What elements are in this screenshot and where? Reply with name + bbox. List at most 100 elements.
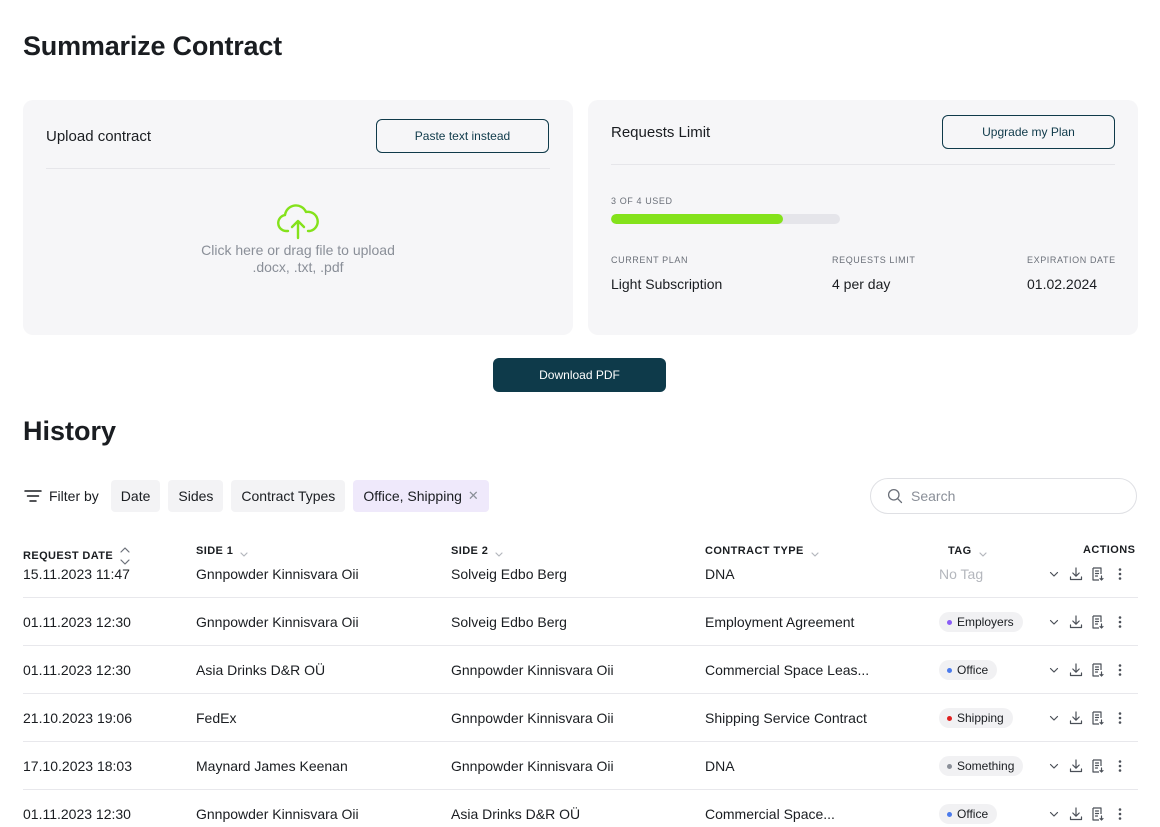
tag-badge[interactable]: Office <box>939 804 998 824</box>
cell-contract-type: Shipping Service Contract <box>705 710 867 726</box>
document-icon[interactable] <box>1090 662 1106 678</box>
download-icon[interactable] <box>1068 758 1084 774</box>
document-icon[interactable] <box>1090 806 1106 822</box>
download-icon[interactable] <box>1068 806 1084 822</box>
table-row[interactable]: 17.10.2023 18:03 Maynard James Keenan Gnnp… <box>23 742 1138 790</box>
row-actions <box>1046 710 1128 726</box>
tag-label: Office <box>957 807 989 821</box>
download-pdf-button[interactable]: Download PDF <box>493 358 666 392</box>
cell-side-1: Gnnpowder Kinnisvara Oii <box>196 806 359 822</box>
cell-side-2: Asia Drinks D&R OÜ <box>451 806 581 822</box>
filter-chip-contract-types[interactable]: Contract Types <box>231 480 346 512</box>
cell-side-2: Gnnpowder Kinnisvara Oii <box>451 662 614 678</box>
requests-limit-label: REQUESTS LIMIT <box>832 255 916 265</box>
table-row[interactable]: 01.11.2023 12:30 Asia Drinks D&R OÜ Gnnpow… <box>23 646 1138 694</box>
filter-chip-date[interactable]: Date <box>110 480 161 512</box>
more-icon[interactable] <box>1112 614 1128 630</box>
document-icon[interactable] <box>1090 758 1106 774</box>
cell-side-1: Gnnpowder Kinnisvara Oii <box>196 614 359 630</box>
active-filter-chip[interactable]: Office, Shipping ✕ <box>353 480 489 512</box>
cell-request-date: 15.11.2023 11:47 <box>23 566 130 582</box>
current-plan-label: CURRENT PLAN <box>611 255 689 265</box>
filter-bar: Filter by Date Sides Contract Types Offi… <box>23 480 489 512</box>
chevron-down-icon[interactable] <box>1046 566 1062 582</box>
tag-badge[interactable]: Employers <box>939 612 1023 632</box>
expiration-date-value: 01.02.2024 <box>1027 276 1098 292</box>
chevron-down-icon[interactable] <box>1046 614 1062 630</box>
close-icon[interactable]: ✕ <box>467 488 479 503</box>
upload-prompt: Click here or drag file to upload <box>201 242 395 258</box>
usage-progress-fill <box>611 214 783 224</box>
document-icon[interactable] <box>1090 566 1106 582</box>
filter-chip-sides[interactable]: Sides <box>168 480 224 512</box>
chevron-down-icon[interactable] <box>1046 806 1062 822</box>
usage-label: 3 OF 4 USED <box>611 196 673 206</box>
column-header-label: ACTIONS <box>1083 544 1136 556</box>
requests-limit-title: Requests Limit <box>611 124 711 141</box>
table-row[interactable]: 01.11.2023 12:30 Gnnpowder Kinnisvara Oii… <box>23 598 1138 646</box>
paste-text-button[interactable]: Paste text instead <box>376 119 549 153</box>
requests-limit-value: 4 per day <box>832 276 891 292</box>
column-header-label: REQUEST DATE <box>23 550 114 562</box>
filter-by-button[interactable]: Filter by <box>23 488 99 504</box>
filter-by-label: Filter by <box>49 488 99 504</box>
document-icon[interactable] <box>1090 710 1106 726</box>
more-icon[interactable] <box>1112 710 1128 726</box>
column-header-side-1[interactable]: SIDE 1 <box>196 544 249 558</box>
chevron-down-icon[interactable] <box>1046 710 1062 726</box>
requests-limit-stat: REQUESTS LIMIT 4 per day <box>832 255 915 292</box>
cell-contract-type: Employment Agreement <box>705 614 855 630</box>
download-icon[interactable] <box>1068 662 1084 678</box>
sort-icon <box>240 552 248 557</box>
chevron-down-icon[interactable] <box>1046 758 1062 774</box>
tag-dot <box>947 763 952 769</box>
table-row[interactable]: 21.10.2023 19:06 FedEx Gnnpowder Kinnisvar… <box>23 694 1138 742</box>
tag-badge[interactable]: Office <box>939 660 998 680</box>
cell-side-2: Solveig Edbo Berg <box>451 614 567 630</box>
expiration-date-stat: EXPIRATION DATE 01.02.2024 <box>1027 255 1116 292</box>
more-icon[interactable] <box>1112 662 1128 678</box>
upgrade-plan-button[interactable]: Upgrade my Plan <box>942 115 1115 149</box>
history-title: History <box>23 416 117 446</box>
more-icon[interactable] <box>1112 566 1128 582</box>
cell-contract-type: DNA <box>705 566 735 582</box>
cell-no-tag: No Tag <box>939 566 984 582</box>
document-icon[interactable] <box>1090 614 1106 630</box>
table-row[interactable]: 01.11.2023 12:30 Gnnpowder Kinnisvara Oii… <box>23 790 1138 827</box>
tag-badge[interactable]: Something <box>939 756 1024 776</box>
cell-side-1: FedEx <box>196 710 237 726</box>
current-plan-stat: CURRENT PLAN Light Subscription <box>611 255 722 292</box>
upload-card-title: Upload contract <box>46 128 152 145</box>
upload-cloud-icon <box>277 204 319 240</box>
limit-divider <box>611 164 1115 165</box>
cell-contract-type: Commercial Space Leas... <box>705 662 870 678</box>
search-field[interactable] <box>870 478 1137 514</box>
current-plan-value: Light Subscription <box>611 276 723 292</box>
cell-side-1: Gnnpowder Kinnisvara Oii <box>196 566 359 582</box>
column-header-contract-type[interactable]: CONTRACT TYPE <box>705 544 820 558</box>
row-actions <box>1046 806 1128 822</box>
upload-card: Upload contract Paste text instead Click… <box>23 100 573 335</box>
more-icon[interactable] <box>1112 758 1128 774</box>
download-icon[interactable] <box>1068 566 1084 582</box>
chevron-down-icon[interactable] <box>1046 662 1062 678</box>
download-icon[interactable] <box>1068 614 1084 630</box>
table-row[interactable]: 15.11.2023 11:47 Gnnpowder Kinnisvara Oii… <box>23 550 1138 598</box>
download-icon[interactable] <box>1068 710 1084 726</box>
upload-dropzone[interactable]: Click here or drag file to upload .docx,… <box>23 200 573 330</box>
row-actions <box>1046 662 1128 678</box>
column-header-tag[interactable]: TAG <box>948 544 988 558</box>
column-header-label: SIDE 1 <box>196 545 234 557</box>
search-input[interactable] <box>911 488 1111 504</box>
tag-label: Office <box>957 663 989 677</box>
column-header-side-2[interactable]: SIDE 2 <box>451 544 504 558</box>
tag-label: Shipping <box>957 711 1004 725</box>
column-header-request-date[interactable]: REQUEST DATE <box>23 546 131 566</box>
cell-side-1: Maynard James Keenan <box>196 758 348 774</box>
cell-side-1: Asia Drinks D&R OÜ <box>196 662 326 678</box>
tag-dot <box>947 619 952 625</box>
more-icon[interactable] <box>1112 806 1128 822</box>
cell-request-date: 21.10.2023 19:06 <box>23 710 132 726</box>
tag-badge[interactable]: Shipping <box>939 708 1013 728</box>
column-header-label: CONTRACT TYPE <box>705 545 804 557</box>
